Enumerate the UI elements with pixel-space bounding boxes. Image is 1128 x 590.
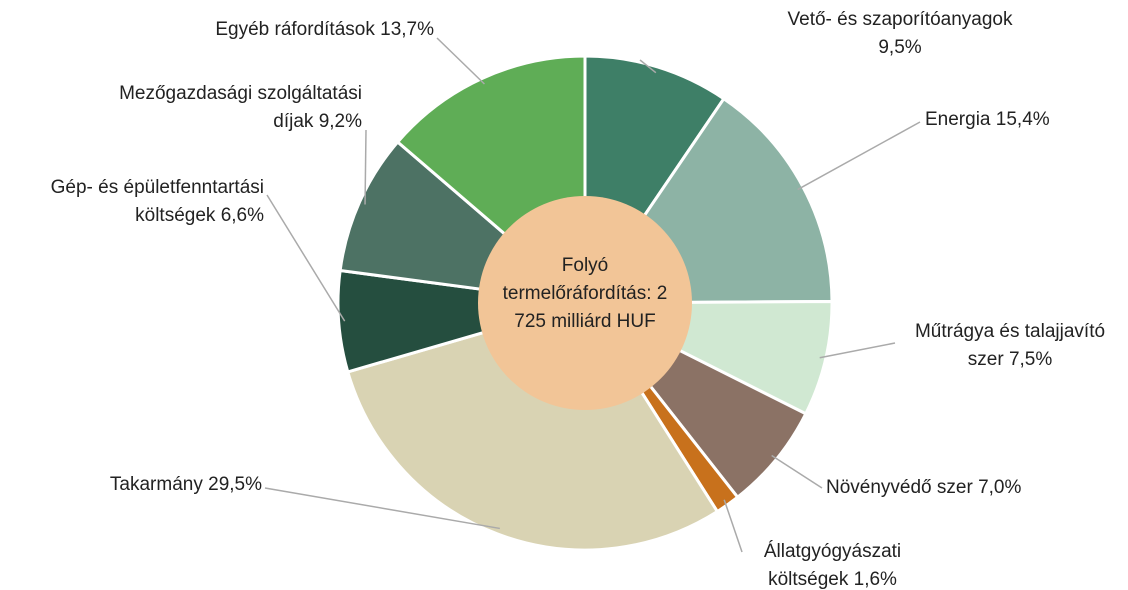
category-label: Gép- és épületfenntartási költségek [50, 177, 264, 226]
value-label: 1,6% [853, 569, 897, 590]
leader-line [266, 194, 346, 322]
slice-label: Állatgyógyászati költségek 1,6% [745, 538, 920, 590]
value-label: 9,2% [318, 111, 362, 132]
value-label: 15,4% [995, 109, 1050, 130]
leader-line [797, 121, 921, 191]
leader-line [264, 487, 500, 530]
center-label: Folyó termelőráfordítás: 2 725 milliárd … [502, 255, 668, 332]
slice-label: Energia 15,4% [925, 106, 1125, 134]
category-label: Állatgyógyászati költségek [763, 541, 902, 590]
category-label: Vető- és szaporítóanyagok [787, 9, 1013, 30]
slice-label: Mezőgazdasági szolgáltatási díjak 9,2% [100, 80, 362, 136]
slice-label: Takarmány 29,5% [40, 471, 262, 499]
category-label: Egyéb ráfordítások [215, 19, 375, 40]
center-circle [478, 196, 692, 410]
slice-label: Vető- és szaporítóanyagok 9,5% [770, 6, 1030, 62]
slice-label: Egyéb ráfordítások 13,7% [150, 16, 434, 44]
leader-line [771, 454, 823, 489]
slice-label: Gép- és épületfenntartási költségek 6,6% [0, 174, 264, 230]
category-label: Mezőgazdasági szolgáltatási díjak [119, 83, 362, 132]
category-label: Műtrágya és talajjavító szer [914, 321, 1106, 370]
value-label: 9,5% [878, 37, 922, 58]
value-label: 29,5% [208, 474, 262, 495]
slice-label: Műtrágya és talajjavító szer 7,5% [895, 318, 1125, 374]
leader-line [639, 59, 657, 74]
leader-line [436, 37, 485, 85]
category-label: Növényvédő szer [826, 477, 973, 498]
leader-line [364, 129, 367, 205]
slice-label: Növényvédő szer 7,0% [826, 474, 1066, 502]
leader-line [819, 342, 896, 359]
value-label: 13,7% [380, 19, 434, 40]
value-label: 7,0% [978, 477, 1022, 498]
leader-line [723, 499, 743, 553]
value-label: 6,6% [220, 205, 264, 226]
value-label: 7,5% [1008, 349, 1053, 370]
category-label: Takarmány [109, 474, 203, 495]
category-label: Energia [925, 109, 991, 130]
